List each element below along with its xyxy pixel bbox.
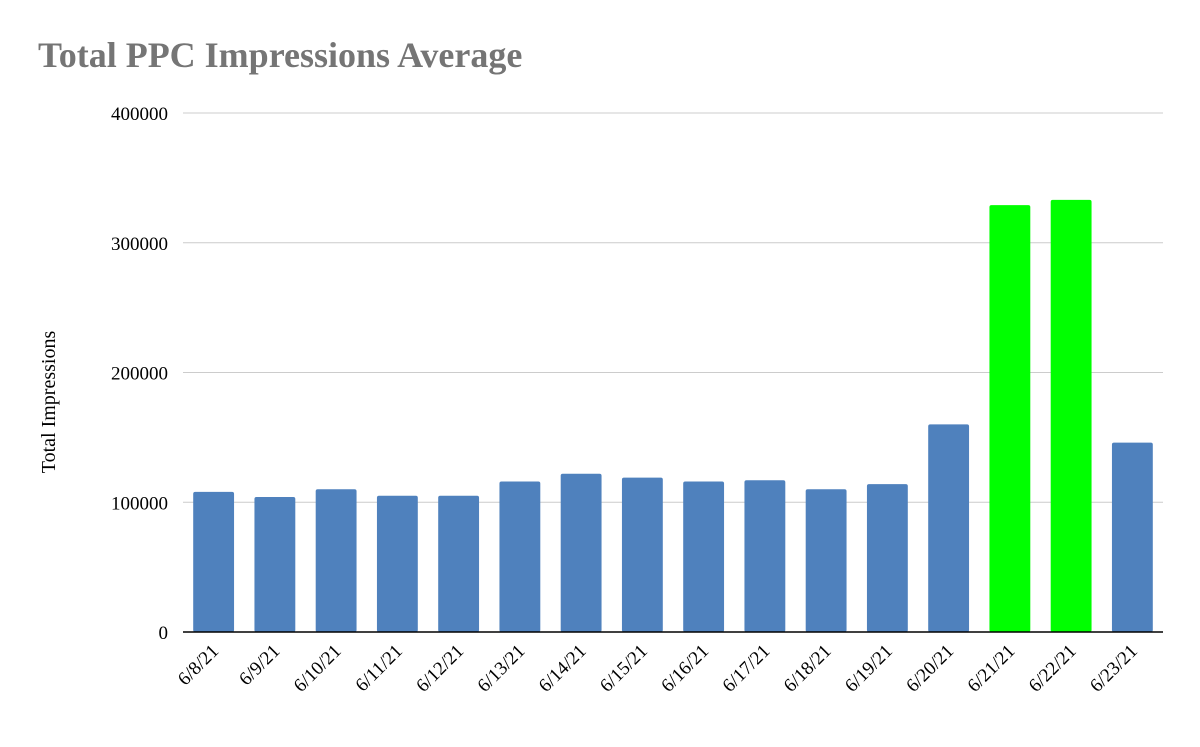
x-tick-label: 6/23/21 [1086,641,1142,697]
x-tick-label: 6/20/21 [902,641,958,697]
bar [376,495,418,632]
x-tick-label: 6/13/21 [474,641,530,697]
bar [805,489,847,632]
x-tick-label: 6/11/21 [352,641,407,696]
chart-title: Total PPC Impressions Average [38,35,523,75]
y-tick-label: 300000 [111,234,168,255]
x-tick-label: 6/9/21 [235,641,284,690]
x-tick-label: 6/17/21 [719,641,775,697]
x-tick-label: 6/14/21 [535,641,591,697]
bar [1111,442,1153,632]
bar [254,497,296,632]
bar-highlighted [1050,199,1092,632]
bar [744,480,786,632]
x-tick-label: 6/18/21 [780,641,836,697]
y-tick-labels: 0 100000 200000 300000 400000 [111,104,168,644]
bar-highlighted [989,205,1031,632]
bar [315,489,357,632]
bars [193,199,1153,632]
bar [499,481,541,632]
x-tick-labels: 6/8/21 6/9/21 6/10/21 6/11/21 6/12/21 6/13/21… [174,641,1142,697]
x-tick-label: 6/19/21 [841,641,897,697]
x-tick-label: 6/15/21 [596,641,652,697]
x-tick-label: 6/22/21 [1025,641,1081,697]
bar [560,473,602,632]
bar [866,484,908,632]
y-tick-label: 400000 [111,104,168,125]
x-tick-label: 6/12/21 [412,641,468,697]
y-tick-label: 0 [159,623,169,644]
bar [683,481,725,632]
x-tick-label: 6/8/21 [174,641,223,690]
bar [193,491,235,632]
x-tick-label: 6/21/21 [964,641,1020,697]
y-tick-label: 100000 [111,493,168,514]
bar [621,477,663,632]
x-tick-label: 6/16/21 [657,641,713,697]
x-tick-label: 6/10/21 [290,641,346,697]
bar [928,424,970,632]
y-tick-label: 200000 [111,364,168,385]
bar [438,495,480,632]
y-axis-title: Total Impressions [38,331,60,474]
